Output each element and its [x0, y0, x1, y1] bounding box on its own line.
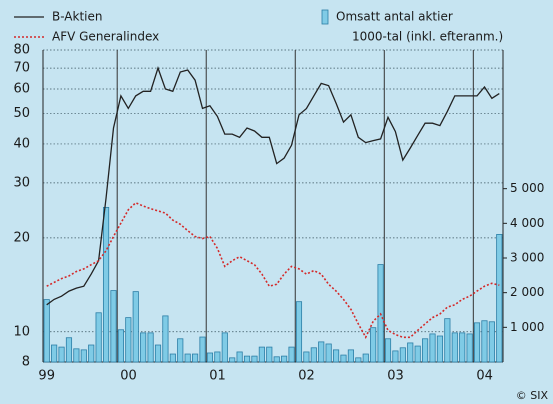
bar — [466, 333, 473, 363]
bar — [140, 332, 147, 363]
bar — [117, 329, 124, 363]
bar — [51, 344, 58, 363]
x-tick-label: 04 — [476, 369, 493, 384]
bar — [414, 345, 421, 363]
y2-tick-label: 1 000 — [510, 320, 544, 334]
legend-label: AFV Generalindex — [52, 30, 159, 44]
y-tick-label: 50 — [13, 106, 30, 121]
bar — [80, 349, 87, 363]
bar — [392, 350, 399, 363]
legend-label: Omsatt antal aktier — [336, 10, 453, 24]
bar — [199, 336, 206, 363]
bar — [362, 353, 369, 363]
legend-swatch — [321, 9, 329, 25]
bar — [184, 353, 191, 363]
x-tick-label: 00 — [120, 369, 137, 384]
line — [46, 201, 500, 340]
y-tick-label: 10 — [13, 324, 30, 339]
bar — [370, 327, 377, 363]
bar — [422, 338, 429, 363]
bar — [436, 335, 444, 363]
bar — [318, 341, 325, 363]
bar — [73, 348, 80, 363]
bar — [125, 317, 132, 363]
bar — [95, 312, 102, 363]
source: © SIX — [516, 389, 549, 402]
bar — [451, 332, 458, 363]
y-tick-label: 80 — [13, 43, 30, 58]
bar — [488, 321, 495, 363]
bar — [325, 343, 332, 363]
bar — [102, 206, 110, 363]
bar — [206, 352, 214, 363]
bar — [459, 332, 466, 363]
y-tick-label: 70 — [13, 61, 30, 76]
y2-tick-label: 5 000 — [510, 181, 544, 195]
bar — [310, 347, 317, 363]
bar — [332, 349, 340, 363]
bar — [355, 357, 362, 363]
bar — [473, 322, 481, 363]
bar — [399, 347, 406, 363]
y2-tick-label: 4 000 — [510, 216, 544, 230]
bar — [243, 355, 251, 363]
bar — [384, 338, 392, 363]
bar — [429, 333, 436, 363]
bar — [43, 299, 50, 363]
bar — [288, 346, 295, 363]
bar — [221, 332, 228, 363]
y-tick-label: 20 — [13, 230, 30, 245]
bar — [407, 342, 414, 363]
y-tick-label: 30 — [13, 175, 30, 190]
bar — [58, 346, 65, 363]
bar — [132, 291, 139, 363]
x-tick-label: 99 — [38, 369, 55, 384]
bar — [281, 355, 288, 363]
bar — [88, 344, 95, 363]
bar — [303, 351, 310, 363]
bar — [347, 349, 354, 363]
bar — [258, 346, 265, 363]
bar — [169, 353, 176, 363]
y-tick-label: 40 — [13, 136, 30, 151]
bar — [162, 315, 169, 363]
bar — [65, 337, 73, 363]
bar — [444, 318, 451, 363]
bar — [273, 356, 280, 363]
bar — [154, 344, 162, 363]
bar — [147, 332, 154, 363]
y-tick-label: 8 — [22, 355, 30, 370]
bar — [214, 351, 221, 363]
y2-axis-label: 1000-tal (inkl. efteranm.) — [352, 30, 503, 44]
line — [46, 66, 500, 306]
bar — [481, 320, 488, 363]
y2-tick-label: 3 000 — [510, 251, 544, 265]
bar — [295, 301, 303, 363]
x-tick-label: 02 — [298, 369, 315, 384]
y-tick-label: 60 — [13, 81, 30, 96]
y2-tick-label: 2 000 — [510, 285, 544, 299]
x-tick-label: 01 — [209, 369, 226, 384]
bar — [251, 355, 258, 363]
x-tick-label: 03 — [387, 369, 404, 384]
bar — [177, 338, 184, 363]
legend-label: B-Aktien — [52, 10, 102, 24]
bar — [340, 354, 347, 363]
bar — [229, 357, 236, 363]
bar — [110, 290, 117, 363]
bar — [192, 353, 199, 363]
bar — [496, 234, 503, 363]
bar — [236, 351, 243, 363]
bar — [266, 346, 273, 363]
